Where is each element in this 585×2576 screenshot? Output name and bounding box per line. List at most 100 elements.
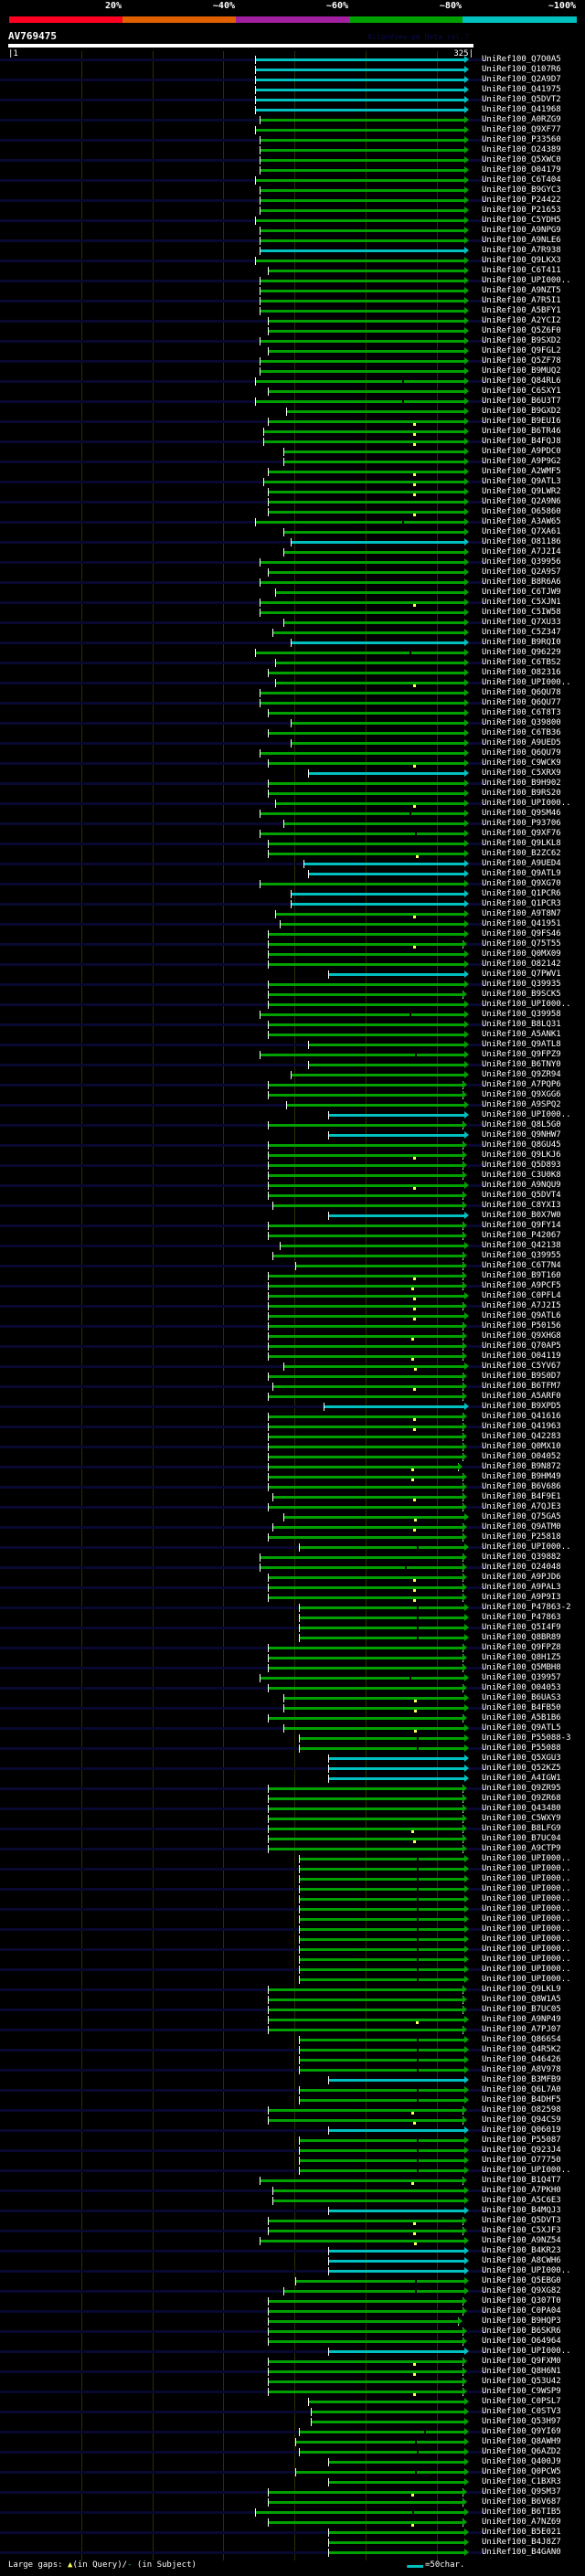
hit-label[interactable]: UniRef100_B6V687	[482, 2497, 561, 2507]
alignment-bar[interactable]	[310, 2411, 464, 2413]
hit-label[interactable]: UniRef100_B9EUI6	[482, 417, 561, 426]
hit-label[interactable]: UniRef100_O82316	[482, 668, 561, 677]
alignment-bar[interactable]	[268, 953, 464, 956]
alignment-bar[interactable]	[263, 440, 464, 443]
hit-label[interactable]: UniRef100_Q9SM37	[482, 2487, 561, 2496]
alignment-bar[interactable]	[268, 1124, 463, 1127]
alignment-bar[interactable]	[268, 1426, 463, 1428]
hit-label[interactable]: UniRef100_A9UED5	[482, 738, 561, 747]
alignment-bar[interactable]	[268, 1717, 463, 1720]
alignment-bar[interactable]	[307, 2401, 464, 2403]
alignment-bar[interactable]	[268, 792, 464, 795]
alignment-bar[interactable]	[291, 893, 464, 896]
alignment-bar[interactable]	[271, 2189, 464, 2192]
alignment-bar[interactable]	[268, 1224, 463, 1227]
hit-label[interactable]: UniRef100_Q5XGU3	[482, 1754, 561, 1763]
alignment-bar[interactable]	[268, 843, 464, 845]
alignment-bar[interactable]	[327, 1134, 464, 1137]
alignment-bar[interactable]	[259, 280, 464, 282]
alignment-bar[interactable]	[268, 1687, 463, 1690]
alignment-bar[interactable]	[291, 1074, 464, 1076]
alignment-bar[interactable]	[259, 2179, 463, 2182]
alignment-bar[interactable]	[327, 2210, 464, 2212]
hit-label[interactable]: UniRef100_B5E021	[482, 2528, 561, 2537]
hit-label[interactable]: UniRef100_A5ANK1	[482, 1030, 561, 1039]
alignment-bar[interactable]	[327, 2531, 464, 2534]
alignment-bar[interactable]	[268, 853, 464, 855]
alignment-bar[interactable]	[286, 410, 464, 413]
hit-label[interactable]: UniRef100_Q42138	[482, 1241, 561, 1250]
alignment-bar[interactable]	[268, 1285, 463, 1288]
alignment-bar[interactable]	[271, 1255, 463, 1257]
hit-label[interactable]: UniRef100_UPI000..	[482, 1904, 571, 1913]
hit-label[interactable]: UniRef100_Q9XF76	[482, 829, 561, 838]
hit-label[interactable]: UniRef100_Q96229	[482, 648, 561, 657]
hit-label[interactable]: UniRef100_B2ZC62	[482, 849, 561, 858]
hit-label[interactable]: UniRef100_C5XRX9	[482, 769, 561, 778]
alignment-bar[interactable]	[327, 1767, 464, 1770]
alignment-bar[interactable]	[299, 2049, 464, 2051]
alignment-bar[interactable]	[299, 2089, 464, 2092]
alignment-bar[interactable]	[259, 581, 464, 584]
hit-label[interactable]: UniRef100_Q9XG70	[482, 879, 561, 888]
alignment-bar[interactable]	[263, 481, 464, 483]
alignment-bar[interactable]	[268, 782, 464, 785]
hit-label[interactable]: UniRef100_Q5D893	[482, 1161, 561, 1170]
hit-label[interactable]: UniRef100_UPI000..	[482, 1975, 571, 1984]
alignment-bar[interactable]	[268, 1988, 463, 1991]
hit-label[interactable]: UniRef100_UPI000..	[482, 1854, 571, 1863]
hit-label[interactable]: UniRef100_Q39956	[482, 557, 561, 567]
alignment-bar[interactable]	[268, 1174, 463, 1177]
hit-label[interactable]: UniRef100_UPI000..	[482, 1894, 571, 1903]
alignment-bar[interactable]	[259, 360, 464, 363]
hit-label[interactable]: UniRef100_B9SCK5	[482, 990, 561, 999]
hit-label[interactable]: UniRef100_O77750	[482, 2156, 561, 2165]
hit-label[interactable]: UniRef100_C0PA04	[482, 2306, 561, 2316]
alignment-bar[interactable]	[299, 1908, 464, 1911]
alignment-bar[interactable]	[299, 2069, 464, 2072]
hit-label[interactable]: UniRef100_B3MFB9	[482, 2075, 561, 2084]
alignment-bar[interactable]	[268, 1084, 463, 1087]
hit-label[interactable]: UniRef100_B1Q4T7	[482, 2176, 561, 2185]
hit-label[interactable]: UniRef100_Q9ZR94	[482, 1070, 561, 1079]
hit-label[interactable]: UniRef100_B8R6A6	[482, 578, 561, 587]
hit-label[interactable]: UniRef100_A5B1B6	[482, 1713, 561, 1723]
alignment-bar[interactable]	[268, 762, 464, 765]
hit-label[interactable]: UniRef100_Q9LKL8	[482, 839, 561, 848]
alignment-bar[interactable]	[268, 1647, 463, 1649]
hit-label[interactable]: UniRef100_A5C6E3	[482, 2196, 561, 2205]
hit-label[interactable]: UniRef100_Q39882	[482, 1553, 561, 1562]
hit-label[interactable]: UniRef100_P47863	[482, 1613, 561, 1622]
hit-label[interactable]: UniRef100_Q4R5K2	[482, 2045, 561, 2054]
hit-label[interactable]: UniRef100_B9SXD2	[482, 336, 561, 345]
alignment-bar[interactable]	[254, 400, 464, 403]
alignment-bar[interactable]	[259, 883, 464, 885]
alignment-bar[interactable]	[259, 300, 464, 302]
alignment-bar[interactable]	[299, 2431, 464, 2433]
hit-label[interactable]: UniRef100_Q9LKL9	[482, 1985, 561, 1994]
hit-label[interactable]: UniRef100_C9WSP9	[482, 2387, 561, 2396]
alignment-bar[interactable]	[294, 2280, 464, 2283]
alignment-bar[interactable]	[299, 2099, 464, 2102]
alignment-bar[interactable]	[268, 1154, 463, 1157]
alignment-bar[interactable]	[324, 1405, 464, 1408]
hit-label[interactable]: UniRef100_Q39958	[482, 1010, 561, 1019]
alignment-bar[interactable]	[327, 2350, 464, 2353]
alignment-bar[interactable]	[299, 1928, 464, 1931]
hit-label[interactable]: UniRef100_A9NLE6	[482, 236, 561, 245]
hit-label[interactable]: UniRef100_B9HM49	[482, 1472, 561, 1481]
alignment-bar[interactable]	[254, 79, 464, 81]
hit-label[interactable]: UniRef100_B9GXD2	[482, 407, 561, 416]
alignment-bar[interactable]	[268, 1164, 463, 1167]
alignment-bar[interactable]	[327, 2541, 464, 2544]
alignment-bar[interactable]	[268, 1476, 463, 1479]
hit-label[interactable]: UniRef100_Q43480	[482, 1804, 561, 1813]
alignment-bar[interactable]	[307, 873, 464, 875]
alignment-bar[interactable]	[259, 1556, 463, 1559]
hit-label[interactable]: UniRef100_Q8H1Z5	[482, 1653, 561, 1662]
hit-label[interactable]: UniRef100_Q9ATM0	[482, 1522, 561, 1532]
hit-label[interactable]: UniRef100_Q2A9D7	[482, 75, 561, 84]
hit-label[interactable]: UniRef100_A2YCI2	[482, 316, 561, 325]
alignment-bar[interactable]	[268, 350, 464, 353]
hit-label[interactable]: UniRef100_O81186	[482, 537, 561, 546]
